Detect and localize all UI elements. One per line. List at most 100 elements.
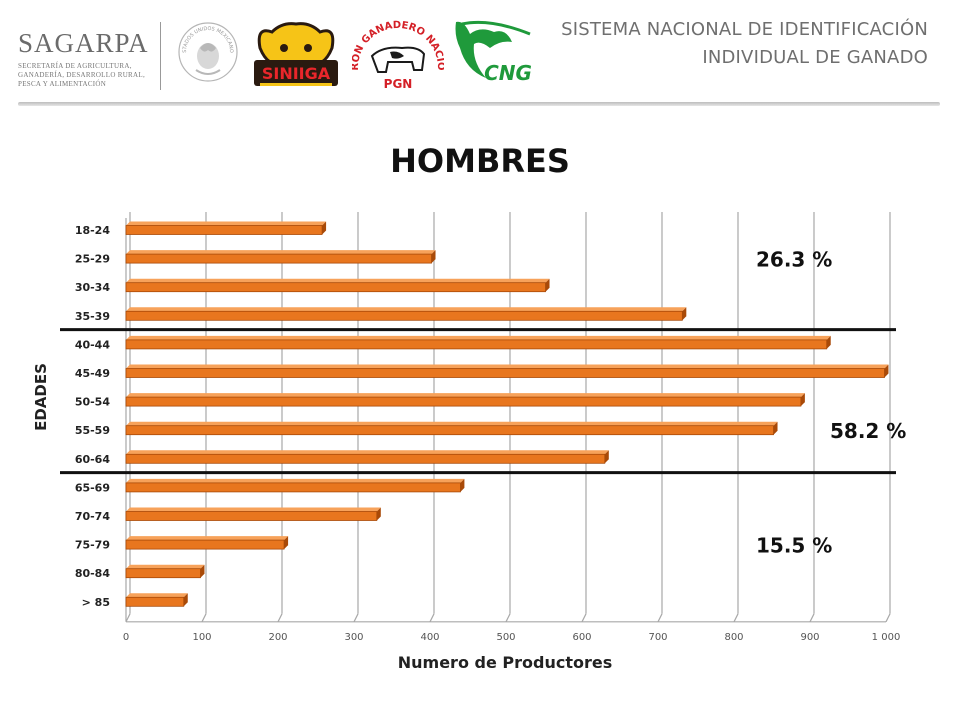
percentage-annotation: 58.2 % bbox=[830, 419, 906, 443]
bar-top bbox=[126, 393, 805, 398]
system-title-line2: INDIVIDUAL DE GANADO bbox=[702, 47, 928, 68]
y-tick-label: 65-69 bbox=[75, 481, 110, 494]
bar-top bbox=[126, 250, 436, 255]
header-separator bbox=[18, 102, 940, 106]
floor-gridline bbox=[581, 613, 587, 623]
bar-end bbox=[322, 221, 327, 235]
header: SAGARPA SECRETARÍA DE AGRICULTURA, GANAD… bbox=[0, 0, 960, 110]
bar-top bbox=[126, 335, 831, 340]
cng-logo: CNG bbox=[455, 20, 532, 85]
bar-top bbox=[126, 564, 205, 569]
agency-subtitle-line: SECRETARÍA DE AGRICULTURA, bbox=[18, 62, 132, 70]
bar-end bbox=[800, 393, 805, 407]
floor-gridline bbox=[657, 613, 663, 623]
agency-name: SAGARPA bbox=[18, 28, 149, 58]
bar-end bbox=[431, 250, 436, 264]
bar-end bbox=[545, 278, 550, 292]
floor-gridline bbox=[733, 613, 739, 623]
floor-gridline bbox=[277, 613, 283, 623]
bar-top bbox=[126, 307, 687, 312]
siniiga-logo: SINIIGA bbox=[254, 22, 338, 86]
y-tick-label: 50-54 bbox=[75, 396, 111, 409]
percentage-annotation: 26.3 % bbox=[756, 248, 832, 272]
x-tick-label: 100 bbox=[192, 632, 211, 643]
bar bbox=[125, 539, 285, 550]
floor-gridline bbox=[809, 613, 815, 623]
header-divider bbox=[160, 22, 161, 90]
y-tick-label: 40-44 bbox=[75, 338, 111, 351]
y-tick-label: 80-84 bbox=[75, 567, 111, 580]
floor-gridline bbox=[353, 613, 359, 623]
bar-end bbox=[460, 478, 465, 492]
y-tick-label: 18-24 bbox=[75, 224, 111, 237]
x-tick-label: 700 bbox=[648, 632, 667, 643]
x-tick-label: 500 bbox=[496, 632, 515, 643]
system-title-line1: SISTEMA NACIONAL DE IDENTIFICACIÓN bbox=[561, 19, 928, 40]
floor-gridline bbox=[885, 613, 891, 623]
bar bbox=[125, 425, 774, 436]
bar bbox=[125, 396, 802, 407]
y-axis-title: EDADES bbox=[32, 363, 50, 431]
cng-text: CNG bbox=[484, 61, 532, 85]
bar-top bbox=[126, 593, 188, 598]
x-tick-label: 0 bbox=[123, 632, 129, 643]
pgn-logo: PADRÓN GANADERO NACIONAL PGN bbox=[352, 16, 444, 91]
y-tick-label: 55-59 bbox=[75, 424, 110, 437]
bar-top bbox=[126, 421, 778, 426]
bar-end bbox=[604, 450, 609, 464]
y-tick-label: 30-34 bbox=[75, 281, 111, 294]
siniiga-text: SINIIGA bbox=[262, 64, 331, 83]
bar bbox=[125, 282, 546, 293]
x-tick-label: 300 bbox=[344, 632, 363, 643]
bar-top bbox=[126, 278, 550, 283]
x-tick-label: 1 000 bbox=[872, 632, 901, 643]
x-axis-title: Numero de Productores bbox=[398, 653, 612, 672]
bar bbox=[125, 310, 683, 321]
bar bbox=[125, 596, 185, 607]
floor-gridline bbox=[505, 613, 511, 623]
sagarpa-logo: SAGARPA SECRETARÍA DE AGRICULTURA, GANAD… bbox=[18, 28, 158, 89]
x-tick-label: 900 bbox=[800, 632, 819, 643]
y-tick-label: 35-39 bbox=[75, 310, 110, 323]
bar bbox=[125, 253, 432, 264]
agency-subtitle-line: PESCA Y ALIMENTACIÓN bbox=[18, 80, 107, 88]
bar bbox=[125, 568, 201, 579]
floor-gridline bbox=[201, 613, 207, 623]
x-tick-label: 200 bbox=[268, 632, 287, 643]
agency-subtitle-line: GANADERÍA, DESARROLLO RURAL, bbox=[18, 71, 146, 79]
y-tick-label: 25-29 bbox=[75, 253, 110, 266]
bar bbox=[125, 225, 323, 235]
pgn-text: PGN bbox=[384, 77, 413, 91]
y-tick-label: > 85 bbox=[82, 596, 110, 609]
y-tick-label: 75-79 bbox=[75, 539, 110, 552]
bar-end bbox=[826, 335, 831, 349]
bar bbox=[125, 368, 885, 378]
bar-top bbox=[126, 364, 889, 369]
bar-top bbox=[126, 536, 289, 541]
y-tick-label: 70-74 bbox=[75, 510, 111, 523]
chart-title: HOMBRES bbox=[390, 142, 570, 180]
bar bbox=[125, 482, 461, 493]
bar bbox=[125, 339, 828, 350]
bar-end bbox=[284, 536, 289, 550]
bar-end bbox=[773, 421, 778, 435]
agency-subtitle: SECRETARÍA DE AGRICULTURA, GANADERÍA, DE… bbox=[18, 62, 158, 89]
system-title: SISTEMA NACIONAL DE IDENTIFICACIÓN INDIV… bbox=[561, 16, 928, 72]
bar bbox=[125, 453, 606, 464]
x-tick-label: 400 bbox=[420, 632, 439, 643]
bar-end bbox=[376, 507, 381, 521]
bar-top bbox=[126, 507, 381, 512]
percentage-annotation: 15.5 % bbox=[756, 534, 832, 558]
y-tick-label: 60-64 bbox=[75, 453, 111, 466]
y-tick-label: 45-49 bbox=[75, 367, 110, 380]
bar-end bbox=[682, 307, 687, 321]
floor-gridline bbox=[125, 613, 131, 623]
x-tick-label: 800 bbox=[724, 632, 743, 643]
bar-top bbox=[126, 221, 327, 226]
floor-gridline bbox=[429, 613, 435, 623]
bar-end bbox=[884, 364, 889, 378]
bar bbox=[125, 511, 378, 521]
bar-top bbox=[126, 450, 609, 455]
